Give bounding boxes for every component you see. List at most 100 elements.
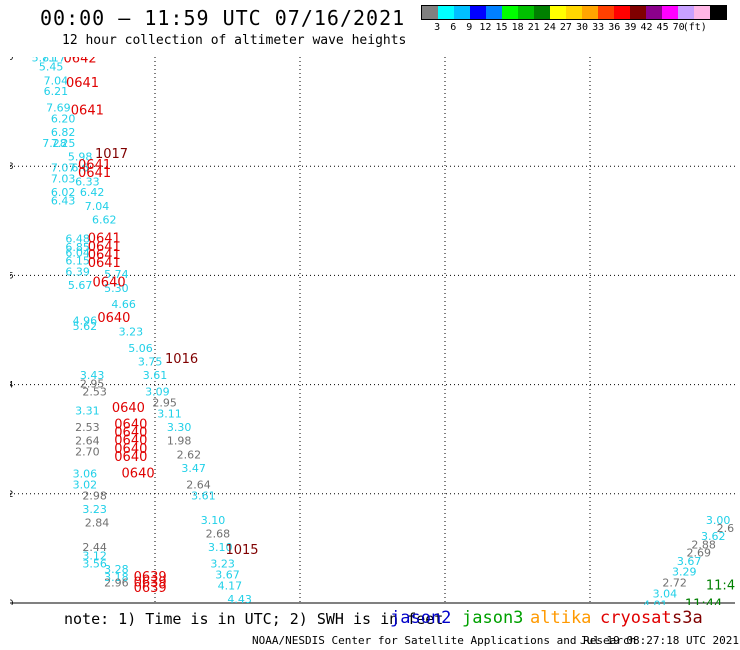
colorbar-label: 42 [640, 22, 653, 33]
lat-tick-label: 44 [10, 381, 14, 391]
time-label: 0639 [134, 570, 167, 585]
swh-label: 2.64 [75, 435, 100, 448]
colorbar-swatch [582, 6, 598, 19]
colorbar-labels: 3 6 9 12 15 18 21 24 27 30 33 36 39 42 45 70 (ft) [421, 22, 740, 36]
swh-label: 6.15 [65, 254, 90, 267]
time-label: 11:44 [685, 597, 722, 605]
swh-label: 2.64 [186, 478, 211, 491]
colorbar-label: 33 [592, 22, 605, 33]
time-label: 11:4 [706, 578, 735, 593]
swh-label: 3.47 [181, 462, 206, 475]
swh-label: 5.30 [104, 282, 129, 295]
colorbar-swatch [518, 6, 534, 19]
time-label: 0640 [112, 401, 145, 416]
swh-label: 7.04 [44, 74, 69, 87]
swh-label: 6.48 [65, 233, 90, 246]
swh-label: 4.43 [227, 593, 252, 605]
swh-label: 3.30 [167, 421, 192, 434]
footer-note: note: 1) Time is in UTC; 2) SWH is in fe… [64, 610, 444, 628]
swh-label: 5.45 [39, 61, 64, 74]
colorbar-swatch [486, 6, 502, 19]
colorbar-swatch [710, 6, 726, 19]
time-label: 0641 [78, 166, 111, 181]
swh-label: 7.69 [46, 102, 71, 115]
swh-label: 4.66 [111, 298, 136, 311]
colorbar-label: 36 [608, 22, 621, 33]
map-plot: 5048464442401651681711741775.817.175.457… [10, 57, 735, 605]
swh-label: 4.96 [73, 315, 98, 328]
colorbar-swatch [550, 6, 566, 19]
swh-label: 6.62 [92, 214, 117, 227]
time-label: 0639 [134, 576, 167, 591]
time-label: 0640 [114, 442, 147, 457]
time-label: 0640 [114, 434, 147, 449]
time-label: 0641 [88, 248, 121, 263]
colorbar-swatch [422, 6, 438, 19]
swh-label: 2.69 [687, 547, 712, 560]
time-label: 0641 [78, 158, 111, 173]
swh-label: 2.84 [85, 517, 110, 530]
swh-label: 4.01 [643, 598, 668, 605]
swh-label: 2.95 [80, 377, 105, 390]
colorbar-label: (ft) [682, 22, 707, 33]
colorbar-swatch [630, 6, 646, 19]
time-label: 0642 [64, 57, 97, 66]
colorbar-swatch [694, 6, 710, 19]
swh-label: 7.25 [51, 137, 76, 150]
time-label: 0641 [88, 240, 121, 255]
time-label: 0641 [88, 232, 121, 247]
swh-label: 3.28 [104, 563, 129, 576]
swh-label: 5.62 [73, 320, 98, 333]
colorbar-label: 21 [527, 22, 540, 33]
swh-label: 6.20 [51, 113, 76, 126]
colorbar-label: 3 [434, 22, 441, 33]
swh-label: 5.06 [128, 342, 153, 355]
swh-label: 3.06 [73, 467, 98, 480]
time-label: 0640 [114, 450, 147, 465]
swh-label: 3.61 [191, 489, 216, 502]
swh-label: 3.00 [706, 514, 731, 527]
swh-label: 3.31 [75, 405, 100, 418]
time-label: 0641 [88, 256, 121, 271]
colorbar-label: 30 [576, 22, 589, 33]
colorbar-swatch [614, 6, 630, 19]
colorbar-swatch [646, 6, 662, 19]
swh-label: 6.21 [44, 85, 69, 98]
swh-label: 2.68 [206, 527, 231, 540]
colorbar-label: 70 [672, 22, 685, 33]
swh-label: 3.10 [208, 541, 233, 554]
lat-tick-label: 48 [10, 162, 14, 172]
satellite-legend-item: jason2 [390, 608, 452, 628]
time-label: 0640 [114, 425, 147, 440]
colorbar-swatch [598, 6, 614, 19]
satellite-legend-item: jason3 [462, 608, 524, 628]
colorbar-label: 18 [511, 22, 524, 33]
swh-label: 5.74 [104, 268, 129, 281]
swh-label: 3.75 [138, 355, 163, 368]
lat-tick-label: 42 [10, 490, 13, 500]
swh-label: 7.07 [51, 162, 76, 175]
time-label: 0640 [97, 311, 130, 326]
swh-label: 2.70 [75, 446, 100, 459]
time-label: 1015 [225, 543, 258, 558]
colorbar-label: 12 [479, 22, 492, 33]
swh-label: 6.33 [75, 175, 100, 188]
colorbar-swatch [534, 6, 550, 19]
swh-label: 2.95 [152, 396, 177, 409]
time-label: 0641 [71, 103, 104, 118]
colorbar-swatch [678, 6, 694, 19]
satellite-legend-item: cryosat [600, 608, 672, 628]
swh-label: 6.6 [71, 162, 89, 175]
time-label: 0639 [134, 581, 167, 596]
time-label: 1017 [95, 147, 128, 162]
swh-label: 2.62 [177, 448, 202, 461]
swh-label: 5.98 [68, 151, 93, 164]
colorbar-swatch [470, 6, 486, 19]
time-label: 0641 [66, 76, 99, 91]
swh-label: 2.98 [82, 489, 107, 502]
swh-label: 3.29 [672, 566, 697, 579]
swh-label: 6.82 [51, 126, 76, 139]
swh-label: 2.88 [691, 538, 716, 551]
swh-label: 3.61 [143, 369, 168, 382]
lat-tick-label: 50 [10, 57, 14, 63]
